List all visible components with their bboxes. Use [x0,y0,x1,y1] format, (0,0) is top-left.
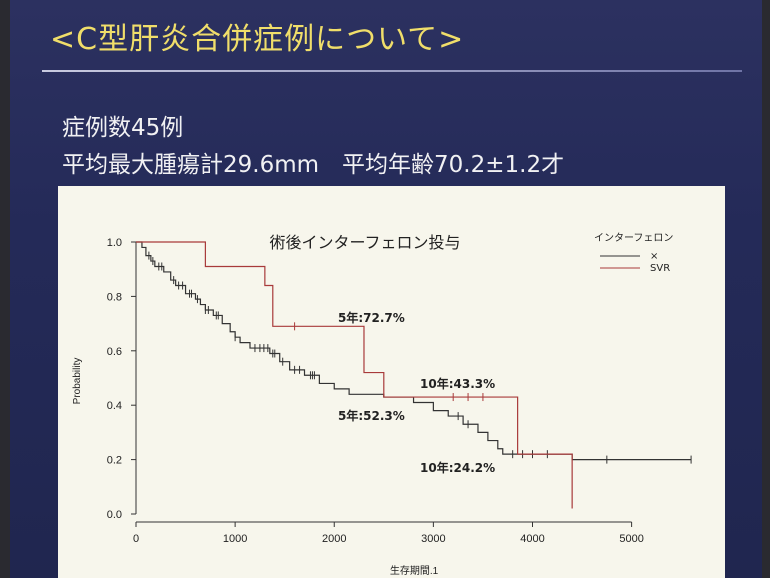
annotation-svr-5yr: 5年:72.7% [338,310,405,325]
x-tick-label: 2000 [322,533,346,545]
x-axis-label: 生存期間.1 [390,564,439,577]
x-tick-label: 4000 [520,533,544,545]
tumor-age-text: 平均最大腫瘍計29.6mm 平均年齢70.2±1.2才 [62,152,565,178]
y-tick-label: 0.4 [107,400,122,412]
y-tick-label: 0.0 [107,509,122,521]
x-tick-label: 3000 [421,533,445,545]
y-tick-label: 0.2 [107,455,122,467]
survival-curve-svr [136,241,573,509]
chart-panel: 術後インターフェロン投与 生存期間.1 Probability インターフェロン… [58,186,725,578]
annotation-x-5yr: 5年:52.3% [338,408,405,423]
y-tick-label: 1.0 [107,237,122,249]
y-axis-label: Probability [72,358,83,405]
x-tick-label: 0 [133,533,139,545]
y-tick-label: 0.8 [107,291,122,303]
survival-chart: 術後インターフェロン投与 生存期間.1 Probability インターフェロン… [72,232,692,577]
legend-label-svr: SVR [650,263,670,274]
slide-title: <C型肝炎合併症例について> [50,22,465,57]
title-divider [42,70,742,72]
case-count-text: 症例数45例 [62,115,184,141]
annotation-x-10yr: 10年:24.2% [420,460,495,475]
x-tick-label: 5000 [619,533,643,545]
annotation-svr-10yr: 10年:43.3% [420,376,495,391]
legend-title: インターフェロン [594,232,673,244]
x-tick-label: 1000 [223,533,247,545]
y-tick-label: 0.6 [107,346,122,358]
chart-title: 術後インターフェロン投与 [269,233,460,252]
legend-label-x: × [650,251,658,262]
survival-curve-x [136,241,692,461]
